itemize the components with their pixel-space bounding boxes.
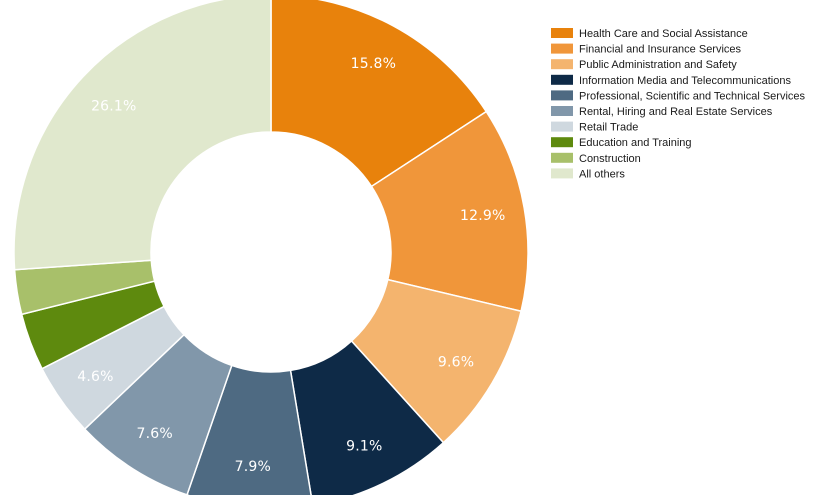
legend-swatch	[551, 121, 573, 132]
legend-swatch	[551, 43, 573, 54]
legend-item-rental-hiring-and-real-estate-services: Rental, Hiring and Real Estate Services	[551, 106, 773, 118]
slice-label-all-others: 26.1%	[91, 98, 136, 114]
legend-item-health-care-and-social-assistance: Health Care and Social Assistance	[551, 28, 748, 40]
legend-label: Retail Trade	[579, 122, 638, 134]
legend-swatch	[551, 74, 573, 85]
legend-item-education-and-training: Education and Training	[551, 137, 692, 149]
legend-label: Professional, Scientific and Technical S…	[579, 90, 806, 102]
legend-label: Information Media and Telecommunications	[579, 75, 791, 87]
slice-financial-and-insurance-services	[370, 110, 529, 313]
slice-label-public-administration-and-safety: 9.6%	[438, 354, 474, 370]
legend-item-public-administration-and-safety: Public Administration and Safety	[551, 59, 737, 71]
legend-label: Health Care and Social Assistance	[579, 28, 748, 40]
legend-swatch	[551, 28, 573, 38]
legend-item-professional-scientific-and-technical-services: Professional, Scientific and Technical S…	[551, 90, 806, 102]
slice-label-rental-hiring-and-real-estate-services: 7.6%	[136, 426, 172, 442]
slice-label-information-media-and-telecommunications: 9.1%	[346, 439, 382, 455]
legend: Health Care and Social Assistance Financi…	[551, 28, 806, 180]
slice-all-others	[13, 0, 272, 271]
slice-label-financial-and-insurance-services: 12.9%	[460, 208, 505, 224]
legend-swatch	[551, 106, 573, 116]
slice-information-media-and-telecommunications	[289, 339, 445, 495]
legend-label: Public Administration and Safety	[579, 59, 737, 71]
legend-item-information-media-and-telecommunications: Information Media and Telecommunications	[551, 74, 791, 87]
legend-swatch	[551, 168, 573, 179]
legend-label: Rental, Hiring and Real Estate Services	[579, 106, 773, 118]
legend-label: Financial and Insurance Services	[579, 44, 742, 56]
legend-item-all-others: All others	[551, 168, 625, 180]
slices-layer	[13, 0, 529, 495]
legend-item-financial-and-insurance-services: Financial and Insurance Services	[551, 43, 742, 56]
legend-swatch	[551, 137, 573, 148]
legend-label: Education and Training	[579, 137, 692, 149]
legend-swatch	[551, 59, 573, 70]
legend-swatch	[551, 152, 573, 163]
slice-label-professional-scientific-and-technical-services: 7.9%	[235, 459, 271, 475]
legend-swatch	[551, 90, 573, 101]
slice-labels-layer: 15.8% 12.9% 9.6% 9.1% 7.9% 7.6% 4.6% 26.1%	[77, 56, 505, 475]
slice-label-retail-trade: 4.6%	[77, 369, 113, 385]
legend-item-construction: Construction	[551, 152, 641, 165]
legend-label: All others	[579, 168, 625, 180]
slice-label-health-care-and-social-assistance: 15.8%	[351, 56, 396, 72]
legend-item-retail-trade: Retail Trade	[551, 121, 638, 134]
slice-health-care-and-social-assistance	[270, 0, 488, 188]
legend-label: Construction	[579, 153, 641, 165]
